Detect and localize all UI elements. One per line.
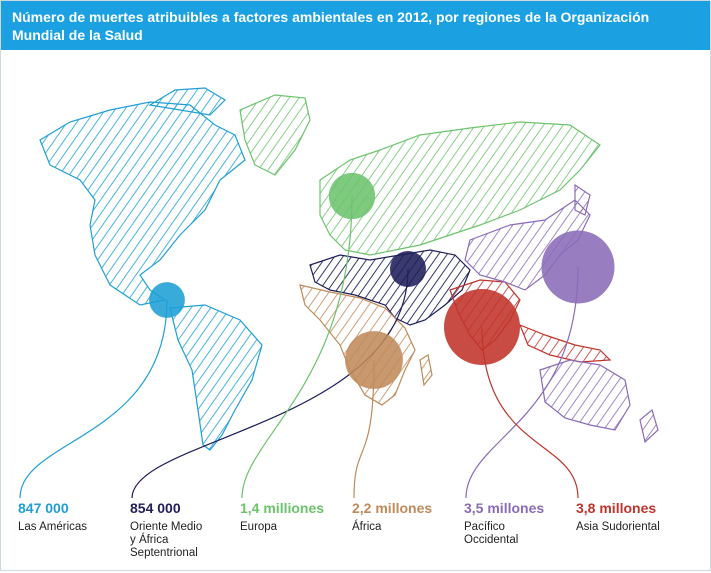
legend-value-americas: 847 000	[18, 500, 69, 516]
legend-americas: 847 000 Las Américas	[18, 500, 130, 534]
bubble-europe	[328, 172, 376, 220]
legend-value-mideast: 854 000	[130, 500, 181, 516]
bubble-americas	[149, 282, 185, 318]
legend-value-southeast-asia: 3,8 millones	[576, 500, 657, 516]
legend-value-europe: 1,4 milliones	[240, 500, 325, 516]
legend-label-southeast-asia: Asia Sudoriental	[576, 521, 660, 533]
legend-label-americas: Las Américas	[18, 521, 88, 533]
connector-africa	[353, 359, 375, 499]
connector-western_pacific	[465, 266, 579, 499]
legend-southeast-asia: 3,8 millones Asia Sudoriental	[576, 500, 688, 534]
connector-mideast	[131, 268, 409, 499]
connector-southeast_asia	[481, 326, 579, 499]
header-banner: Número de muertes atribuibles a factores…	[0, 0, 711, 50]
bubble-western_pacific	[541, 230, 615, 304]
region-americas	[39, 87, 263, 451]
legend-label-europe: Europa	[240, 521, 278, 533]
legend-europe: 1,4 milliones Europa	[240, 500, 352, 534]
bubble-mideast	[390, 251, 426, 287]
legend-label-western-pacific: Pacífico Occidental	[464, 521, 519, 546]
legend-value-western-pacific: 3,5 millones	[464, 500, 545, 516]
bubble-africa	[345, 331, 403, 389]
legend-africa: 2,2 millones África	[352, 500, 464, 534]
connector-americas	[19, 299, 168, 499]
legend-value-africa: 2,2 millones	[352, 500, 433, 516]
legend-mideast: 854 000 Oriente Medio y África Septentri…	[130, 500, 242, 560]
bubble-southeast_asia	[444, 289, 520, 365]
region-mideast	[309, 249, 471, 326]
page-title: Número de muertes atribuibles a factores…	[12, 9, 650, 43]
legend-western-pacific: 3,5 millones Pacífico Occidental	[464, 500, 576, 547]
legend-label-africa: África	[352, 521, 382, 533]
bubble-layer	[19, 172, 615, 499]
legend-label-mideast: Oriente Medio y África Septentrional	[130, 521, 203, 559]
connector-europe	[241, 195, 353, 499]
world-map	[19, 87, 659, 499]
